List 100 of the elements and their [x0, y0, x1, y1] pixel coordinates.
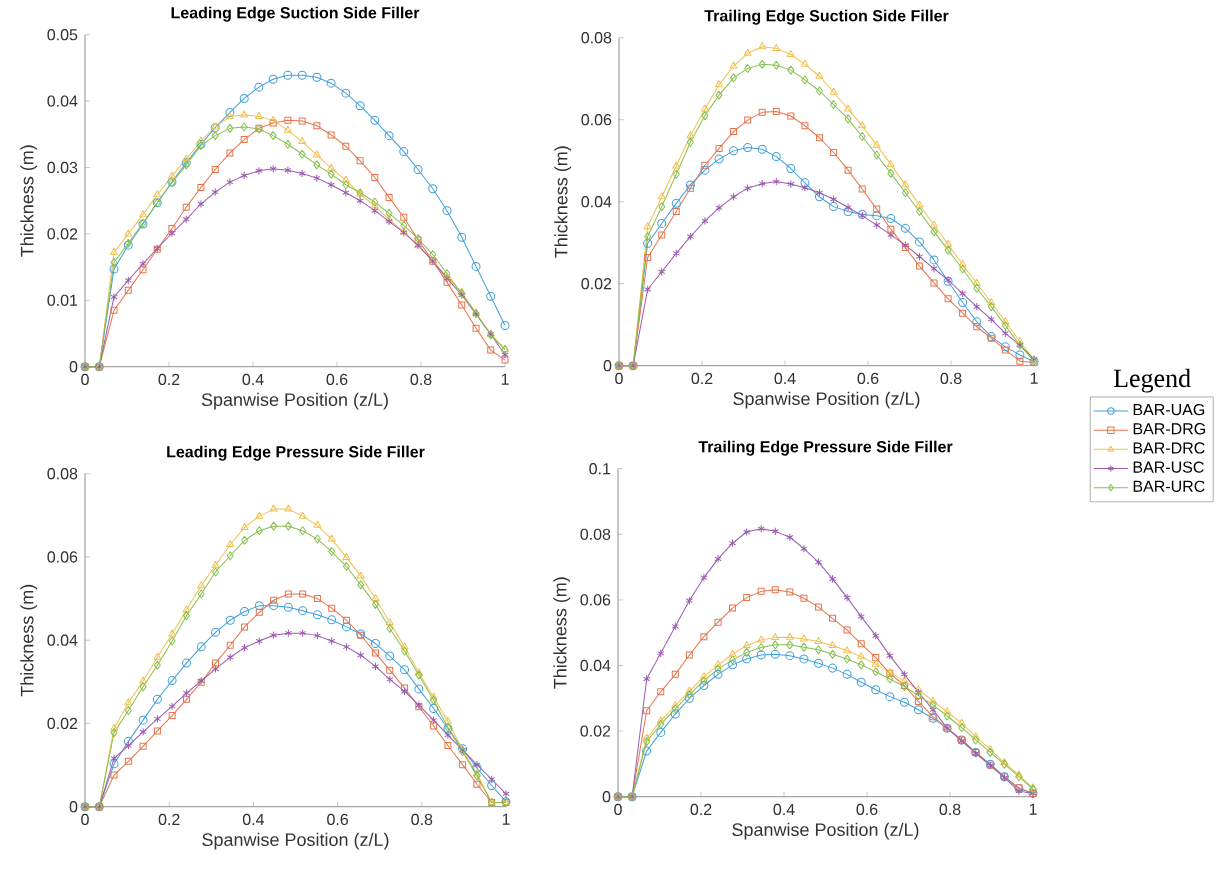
point — [268, 74, 278, 84]
point — [124, 757, 132, 765]
point — [473, 769, 481, 777]
y-axis-title: Thickness (m) — [20, 145, 38, 257]
point — [944, 245, 952, 255]
point — [685, 180, 695, 190]
x-tick-label: 0.2 — [690, 803, 712, 816]
point — [298, 169, 306, 178]
point — [728, 660, 738, 670]
point — [270, 631, 278, 640]
point — [959, 264, 967, 274]
point — [486, 291, 496, 301]
point — [872, 140, 881, 148]
point — [772, 108, 780, 116]
point — [1015, 337, 1024, 345]
y-tick-label: 0.03 — [47, 161, 78, 174]
point — [372, 600, 379, 610]
point — [226, 641, 234, 649]
x-tick-label: 0.4 — [773, 803, 795, 816]
point — [240, 110, 249, 118]
point — [1001, 321, 1009, 331]
x-axis-title: Spanwise Position (z/L) — [733, 391, 920, 409]
point — [385, 208, 393, 218]
point — [139, 210, 147, 218]
point — [473, 780, 481, 788]
point — [872, 631, 880, 640]
point — [657, 688, 665, 696]
point — [269, 164, 277, 174]
point — [196, 136, 205, 144]
point — [656, 728, 666, 738]
point — [313, 174, 321, 183]
point — [944, 239, 953, 247]
point — [770, 649, 780, 659]
legend-label: BAR-URC — [1133, 480, 1205, 493]
y-tick-label: 0.1 — [589, 463, 611, 475]
point — [915, 200, 924, 208]
point — [771, 633, 780, 641]
point — [124, 698, 133, 706]
point — [443, 717, 452, 725]
point — [284, 139, 292, 149]
x-tick-label: 0.2 — [158, 373, 180, 386]
point — [400, 213, 408, 221]
point — [110, 724, 119, 732]
point — [758, 60, 766, 70]
point — [959, 289, 967, 298]
point — [643, 707, 651, 715]
y-tick-label: 0 — [603, 360, 612, 372]
point — [930, 227, 938, 237]
point — [844, 203, 852, 212]
point — [686, 137, 694, 147]
point — [714, 618, 722, 626]
point — [929, 700, 937, 710]
y-tick-label: 0.06 — [581, 114, 612, 126]
point — [957, 718, 966, 726]
point — [327, 169, 335, 179]
point — [153, 727, 161, 735]
point — [357, 651, 365, 660]
point — [873, 221, 881, 230]
point — [730, 128, 738, 136]
point — [168, 636, 176, 646]
chart-title: Leading Edge Pressure Side Filler — [167, 445, 425, 461]
legend-label: BAR-USC — [1133, 461, 1204, 473]
x-tick-label: 0 — [81, 813, 89, 826]
y-tick-label: 0 — [602, 791, 611, 803]
point — [182, 689, 191, 698]
point — [212, 659, 220, 667]
point — [284, 521, 292, 531]
point — [657, 192, 666, 200]
point — [110, 754, 118, 763]
point — [885, 692, 895, 702]
point — [700, 676, 708, 686]
point — [211, 560, 220, 568]
point — [886, 651, 894, 660]
point — [756, 650, 766, 660]
point — [384, 131, 394, 141]
point — [987, 315, 995, 324]
point — [787, 180, 795, 189]
point — [686, 131, 695, 139]
point — [772, 177, 780, 186]
point — [772, 44, 781, 52]
point — [211, 131, 219, 141]
point — [914, 237, 924, 247]
point — [168, 702, 176, 711]
point — [744, 64, 752, 74]
point — [714, 660, 722, 668]
point — [240, 171, 248, 180]
legend-label: BAR-DRG — [1133, 423, 1205, 435]
point — [800, 60, 809, 68]
point — [886, 674, 894, 684]
chart-title: Leading Edge Suction Side Filler — [171, 6, 420, 22]
point — [371, 662, 380, 671]
point — [671, 622, 679, 631]
point — [385, 217, 393, 226]
point — [254, 601, 264, 611]
point — [472, 324, 480, 332]
point — [672, 208, 680, 216]
point — [973, 302, 981, 311]
point — [828, 574, 837, 584]
point — [829, 649, 837, 659]
point — [226, 123, 234, 133]
